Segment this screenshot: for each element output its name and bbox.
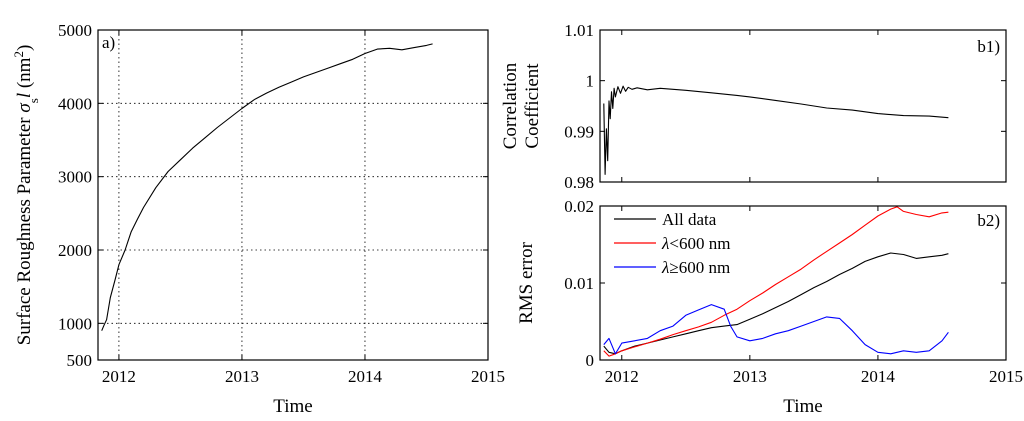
x-tick-label: 2013: [733, 367, 767, 386]
y-tick-label: 1000: [58, 314, 92, 333]
panel-b1-y-axis-label-line1: Correlation: [500, 62, 521, 149]
panel-b2-y-ticks: 0 0.01 0.02: [564, 197, 1006, 370]
panel-b2-y-axis-label: RMS error: [516, 241, 537, 323]
panel-b1-y-ticks: 0.98 0.99 1 1.01: [564, 21, 1006, 192]
legend-entry-2: λ≥600 nm: [661, 258, 730, 277]
panel-b1-y-axis-label-line2: Coefficient: [522, 63, 543, 149]
panel-b1-x-ticks: [621, 30, 1007, 182]
panel-a-y-ticks: 500 1000 2000 3000 4000 5000: [58, 21, 488, 370]
panel-b2-series: [603, 206, 949, 357]
panel-a-series: [101, 43, 433, 331]
series-line-b2-1: [603, 206, 949, 357]
x-tick-label: 2015: [989, 367, 1023, 386]
panel-a-frame: [97, 29, 489, 361]
panel-a-y-axis-label: Surface Roughness Parameter σsl (nm2): [11, 45, 41, 346]
x-tick-label: 2013: [225, 367, 259, 386]
y-tick-label: 0: [586, 351, 595, 370]
y-tick-label: 0.99: [564, 122, 594, 141]
y-tick-label: 1.01: [564, 21, 594, 40]
y-tick-label: 4000: [58, 94, 92, 113]
x-tick-label: 2012: [605, 367, 639, 386]
x-tick-label: 2014: [861, 367, 896, 386]
panel-b1-series: [603, 85, 949, 175]
x-tick-label: 2014: [348, 367, 383, 386]
panel-a-label: a): [102, 33, 115, 52]
legend-symbol: λ: [661, 234, 669, 253]
panel-a: 2012 2013 2014 2015 500 1000 2000 3000 4000 5000…: [11, 21, 506, 417]
series-line-b2-0: [603, 252, 949, 355]
y-tick-label: 500: [67, 351, 93, 370]
panel-a-x-axis-label: Time: [273, 396, 312, 417]
y-tick-label: 2000: [58, 241, 92, 260]
panel-b2-x-axis-label: Time: [783, 396, 822, 417]
panel-b2: 2012 2013 2014 2015 0 0.01 0.02 b2) RMS error…: [516, 197, 1023, 417]
series-line-a-0: [101, 43, 433, 331]
series-line-b2-2: [603, 304, 949, 355]
y-tick-label: 1: [586, 72, 595, 91]
panel-b1-frame: [599, 29, 1007, 183]
panel-b2-label: b2): [977, 211, 1000, 230]
panel-a-x-ticks: 2012 2013 2014 2015: [102, 30, 505, 386]
y-tick-label: 3000: [58, 168, 92, 187]
y-tick-label: 5000: [58, 21, 92, 40]
legend-entry-1: λ<600 nm: [661, 234, 730, 253]
y-tick-label: 0.01: [564, 274, 594, 293]
legend-text-part: <600 nm: [669, 234, 730, 253]
x-tick-label: 2012: [102, 367, 136, 386]
legend-text-part: ≥600 nm: [669, 258, 730, 277]
panel-b1-label: b1): [977, 37, 1000, 56]
legend-entry-0: All data: [662, 210, 717, 229]
panel-b2-x-ticks: 2012 2013 2014 2015: [605, 206, 1023, 386]
legend-symbol: λ: [661, 258, 669, 277]
y-tick-label: 0.98: [564, 173, 594, 192]
y-tick-label: 0.02: [564, 197, 594, 216]
series-line-b1-0: [603, 85, 949, 175]
x-tick-label: 2015: [471, 367, 505, 386]
panel-a-grid: [98, 30, 488, 360]
panel-b1: 0.98 0.99 1 1.01 b1) Correlation Coefficien…: [500, 21, 1007, 192]
